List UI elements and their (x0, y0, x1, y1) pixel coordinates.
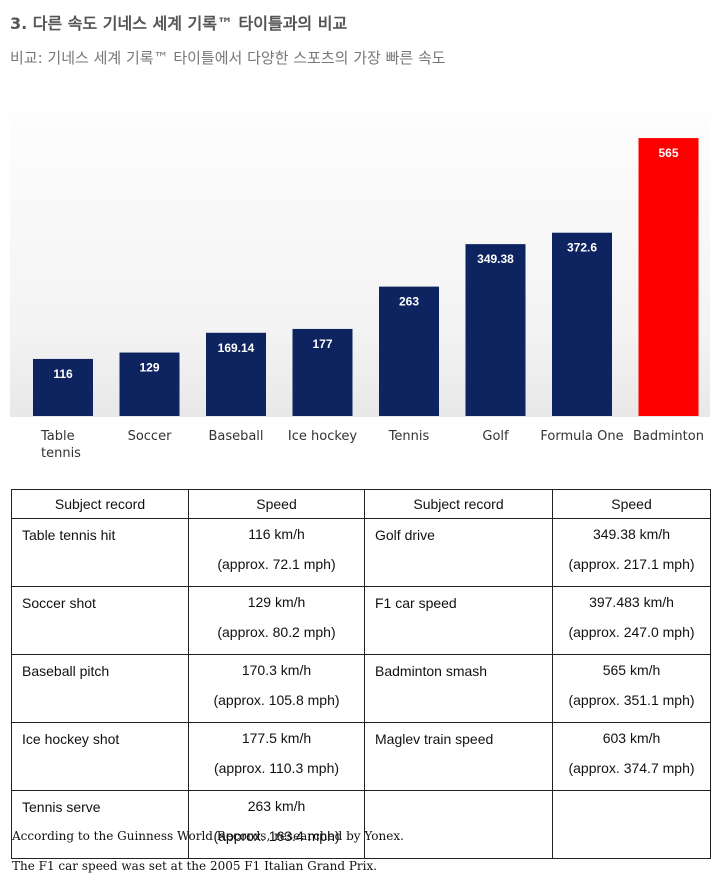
bar-soccer (119, 352, 180, 416)
speed-kmh: 263 km/h (247, 798, 306, 814)
subject-record-cell: Soccer shot (11, 586, 189, 655)
speed-mph: (approx. 217.1 mph) (568, 556, 695, 572)
speed-mph: (approx. 163.4 mph) (213, 828, 340, 844)
bar-value-label: 169.14 (218, 341, 255, 355)
subject-record-cell: Baseball pitch (11, 654, 189, 723)
category-label: Soccer (128, 429, 172, 444)
speed-kmh: 177.5 km/h (241, 730, 312, 746)
bars-group: 116 Table tennis 129 Soccer 169.14 Baseball 177… (33, 138, 704, 461)
speed-cell: 177.5 km/h (approx. 110.3 mph) (188, 722, 365, 791)
table-row: Baseball pitch 170.3 km/h (approx. 105.8 m… (11, 654, 711, 723)
bar-table-tennis (33, 358, 93, 416)
category-label: Badminton (633, 429, 704, 444)
bar-value-label: 263 (399, 295, 419, 309)
subject-record-cell: Badminton smash (364, 654, 553, 723)
speed-cell: 603 km/h (approx. 374.7 mph) (552, 722, 711, 791)
speed-mph: (approx. 247.0 mph) (568, 624, 695, 640)
category-label: Ice hockey (288, 429, 358, 444)
speed-kmh: 565 km/h (602, 662, 661, 678)
speed-cell: 349.38 km/h (approx. 217.1 mph) (552, 518, 711, 587)
header-subject-record: Subject record (364, 489, 553, 519)
speed-kmh: 397.483 km/h (589, 594, 674, 610)
section-heading: 3. 다른 속도 기네스 세계 기록™ 타이틀과의 비교 (10, 14, 348, 33)
category-label: Tennis (388, 429, 430, 444)
header-subject-record: Subject record (11, 489, 189, 519)
category-label: Table tennis (40, 429, 81, 461)
speed-cell: 170.3 km/h (approx. 105.8 mph) (188, 654, 365, 723)
table-row: Table tennis hit 116 km/h (approx. 72.1 mp… (11, 518, 711, 587)
bar-value-label: 372.6 (567, 241, 597, 255)
header-speed: Speed (552, 489, 711, 519)
chart-svg: 116 Table tennis 129 Soccer 169.14 Baseball 177… (10, 81, 710, 461)
speed-cell: 116 km/h (approx. 72.1 mph) (188, 518, 365, 587)
bar-badminton (638, 138, 699, 416)
subject-record-cell: Golf drive (364, 518, 553, 587)
bar-ice-hockey (292, 328, 353, 416)
table-row: Tennis serve 263 km/h (approx. 163.4 mph) (11, 790, 711, 859)
f1-note: The F1 car speed was set at the 2005 F1 … (12, 859, 378, 873)
speed-mph: (approx. 105.8 mph) (213, 692, 340, 708)
bar-baseball (206, 332, 266, 416)
speed-mph: (approx. 80.2 mph) (217, 624, 336, 640)
speed-cell: 129 km/h (approx. 80.2 mph) (188, 586, 365, 655)
table-header-row: Subject record Speed Subject record Spee… (11, 489, 711, 519)
speed-cell: 263 km/h (approx. 163.4 mph) (188, 790, 365, 859)
subject-record-cell: Tennis serve (11, 790, 189, 859)
speed-kmh: 603 km/h (602, 730, 661, 746)
category-label: Baseball (208, 429, 263, 444)
speed-kmh: 349.38 km/h (592, 526, 671, 542)
speed-bar-chart: 116 Table tennis 129 Soccer 169.14 Baseball 177… (10, 81, 710, 465)
bar-golf (465, 244, 526, 416)
speed-record-table: Subject record Speed Subject record Spee… (11, 489, 711, 859)
speed-cell (552, 790, 711, 859)
bar-formula-one (552, 232, 612, 416)
speed-mph: (approx. 72.1 mph) (217, 556, 336, 572)
table-row: Ice hockey shot 177.5 km/h (approx. 110.3 … (11, 722, 711, 791)
header-speed: Speed (188, 489, 365, 519)
speed-mph: (approx. 374.7 mph) (568, 760, 695, 776)
bar-value-label: 116 (53, 367, 73, 381)
subject-record-cell: Ice hockey shot (11, 722, 189, 791)
speed-kmh: 129 km/h (247, 594, 306, 610)
source-note: According to the Guinness World Records,… (12, 829, 404, 843)
speed-mph: (approx. 110.3 mph) (213, 760, 340, 776)
speed-kmh: 170.3 km/h (241, 662, 312, 678)
speed-cell: 397.483 km/h (approx. 247.0 mph) (552, 586, 711, 655)
chart-subheading: 비교: 기네스 세계 기록™ 타이틀에서 다양한 스포츠의 가장 빠른 속도 (10, 49, 446, 67)
category-label: Golf (482, 429, 509, 444)
speed-kmh: 116 km/h (248, 526, 305, 542)
subject-record-cell: Table tennis hit (11, 518, 189, 587)
bar-value-label: 565 (658, 146, 678, 160)
speed-mph: (approx. 351.1 mph) (568, 692, 695, 708)
subject-record-cell: F1 car speed (364, 586, 553, 655)
category-label: Formula One (540, 429, 623, 444)
bar-value-label: 177 (312, 337, 332, 351)
subject-record-cell: Maglev train speed (364, 722, 553, 791)
table-row: Soccer shot 129 km/h (approx. 80.2 mph) F1 … (11, 586, 711, 655)
bar-value-label: 129 (139, 361, 159, 375)
subject-record-cell (364, 790, 553, 859)
bar-tennis (379, 286, 439, 416)
bar-value-label: 349.38 (477, 252, 514, 266)
speed-cell: 565 km/h (approx. 351.1 mph) (552, 654, 711, 723)
